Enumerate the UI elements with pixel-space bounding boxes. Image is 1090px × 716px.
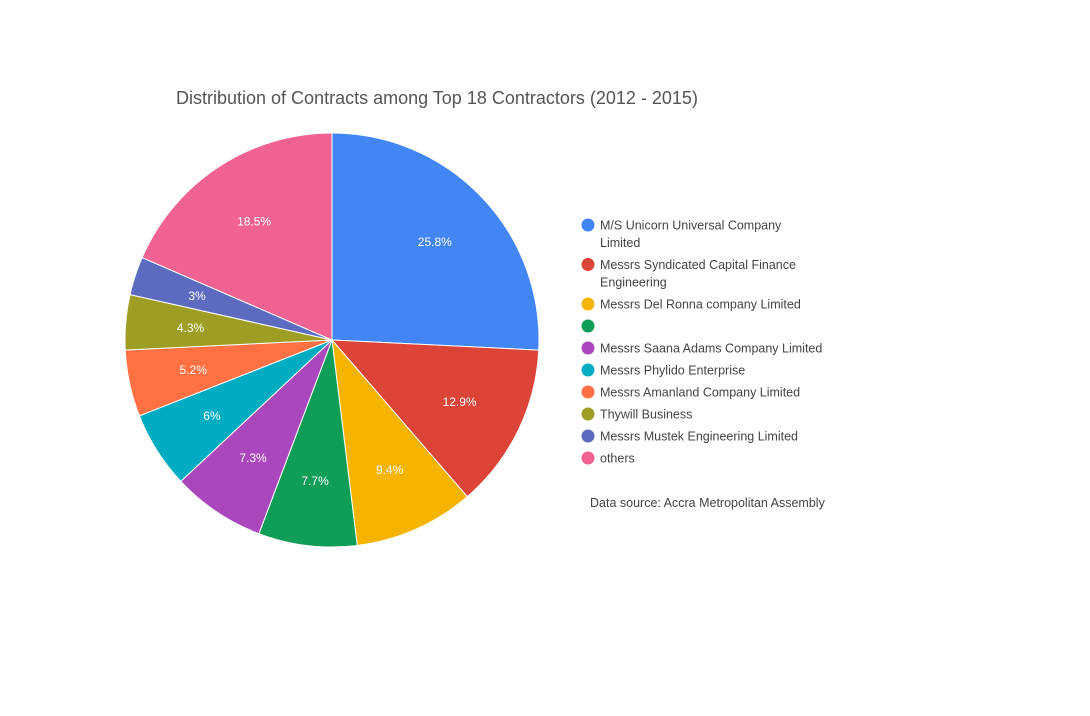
slice-value-label-10: 18.5%	[237, 214, 271, 228]
slice-value-label-8: 4.3%	[177, 321, 205, 335]
slice-value-label-1: 25.8%	[418, 235, 452, 249]
legend-label-10: others	[600, 452, 635, 466]
legend-swatch-9	[581, 429, 595, 443]
legend-swatch-4	[581, 319, 595, 333]
slice-value-label-9: 3%	[188, 289, 206, 303]
slice-value-label-3: 9.4%	[376, 463, 404, 477]
legend-swatch-8	[581, 407, 595, 421]
pie-slices	[124, 132, 540, 548]
chart-title: Distribution of Contracts among Top 18 C…	[176, 88, 698, 108]
legend-label-3: Messrs Del Ronna company Limited	[600, 298, 801, 312]
legend-label-8: Thywill Business	[600, 408, 692, 422]
legend-label-6: Messrs Phylido Enterprise	[600, 364, 745, 378]
data-source-note: Data source: Accra Metropolitan Assembly	[590, 496, 826, 510]
legend-label-2-line-2: Engineering	[600, 276, 667, 290]
legend-swatch-1	[581, 218, 595, 232]
pie-slice-1	[331, 132, 540, 351]
pie-slice-4	[258, 339, 358, 548]
slice-value-label-5: 7.3%	[239, 451, 267, 465]
slice-value-label-4: 7.7%	[301, 474, 329, 488]
legend-label-5: Messrs Saana Adams Company Limited	[600, 342, 822, 356]
legend: M/S Unicorn Universal Company Limited Mess…	[581, 218, 822, 466]
pie-slice-labels: 25.8% 12.9% 9.4% 7.7% 7.3% 6% 5.2% 4.3% 3% 18.5%	[177, 214, 477, 488]
pie-slice-10	[141, 132, 333, 341]
legend-swatch-6	[581, 363, 595, 377]
legend-swatch-10	[581, 451, 595, 465]
legend-swatch-3	[581, 297, 595, 311]
legend-label-2-line-1: Messrs Syndicated Capital Finance	[600, 258, 796, 272]
slice-value-label-2: 12.9%	[443, 395, 477, 409]
slice-value-label-7: 5.2%	[180, 363, 208, 377]
legend-swatch-2	[581, 258, 595, 271]
pie-slice-2	[330, 339, 540, 498]
legend-label-1-line-2: Limited	[600, 236, 640, 250]
legend-label-9: Messrs Mustek Engineering Limited	[600, 430, 798, 444]
legend-label-1-line-1: M/S Unicorn Universal Company	[600, 219, 782, 233]
slice-value-label-6: 6%	[203, 409, 221, 423]
legend-label-7: Messrs Amanland Company Limited	[600, 386, 800, 400]
legend-swatch-7	[581, 385, 595, 399]
pie-slice-3	[331, 338, 469, 547]
legend-swatch-5	[581, 341, 595, 355]
